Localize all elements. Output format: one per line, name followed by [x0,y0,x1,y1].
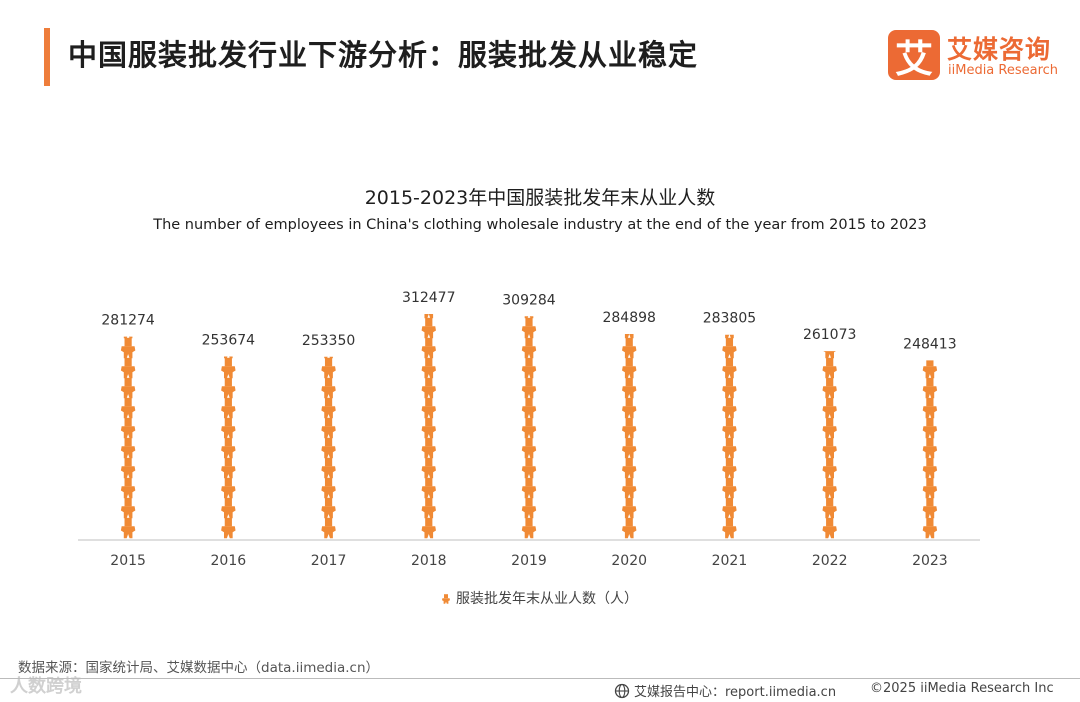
bar-2020 [622,333,637,539]
bar-2021 [722,334,737,539]
employees-pictograph-chart: 281274 2015 253674 2016 253350 2017 312477 2018… [78,290,980,569]
chart-title: 2015-2023年中国服装批发年末从业人数 [364,187,716,209]
globe-icon [614,683,630,698]
footer-divider [0,678,1080,679]
data-label-2020: 284898 [602,310,655,326]
legend-label: 服装批发年末从业人数（人） [456,591,638,607]
x-tick-2021: 2021 [712,553,748,569]
logo-badge: 艾 [888,30,940,81]
footer-copyright: ©2025 iiMedia Research Inc [870,681,1054,696]
footer-report-site: 艾媒报告中心：report.iimedia.cn [614,681,836,700]
chart-subtitle: The number of employees in China's cloth… [153,217,927,233]
bar-2016 [221,356,236,539]
bar-2022 [822,351,837,539]
bar-2017 [321,356,336,539]
person-icon [442,594,450,604]
data-label-2023: 248413 [903,336,956,352]
logo-name-cn: 艾媒咨询 [947,35,1052,64]
page-title: 中国服装批发行业下游分析：服装批发从业稳定 [68,38,699,72]
report-site-text: 艾媒报告中心：report.iimedia.cn [634,685,837,700]
data-label-2021: 283805 [703,311,756,327]
data-label-2022: 261073 [803,327,856,343]
data-label-2015: 281274 [101,313,155,329]
x-tick-2022: 2022 [812,553,848,569]
x-tick-2019: 2019 [511,553,547,569]
x-tick-2017: 2017 [311,553,347,569]
data-label-2019: 309284 [502,292,556,308]
iimedia-logo: 艾 艾媒咨询 iiMedia Research [888,30,1066,86]
data-label-2016: 253674 [202,333,256,349]
x-tick-2020: 2020 [611,553,647,569]
watermark: 人数跨境 [10,676,82,697]
data-source-note: 数据来源：国家统计局、艾媒数据中心（data.iimedia.cn） [18,660,380,676]
data-label-2017: 253350 [302,333,355,349]
logo-name-en: iiMedia Research [948,63,1059,78]
x-tick-2018: 2018 [411,553,447,569]
chart-legend: 服装批发年末从业人数（人） [0,588,1080,608]
data-label-2018: 312477 [402,290,455,306]
x-tick-2015: 2015 [110,553,146,569]
x-tick-2023: 2023 [912,553,948,569]
bar-2023 [922,360,938,539]
bar-2015 [120,336,136,539]
x-tick-2016: 2016 [211,553,247,569]
title-accent-bar [44,28,50,86]
